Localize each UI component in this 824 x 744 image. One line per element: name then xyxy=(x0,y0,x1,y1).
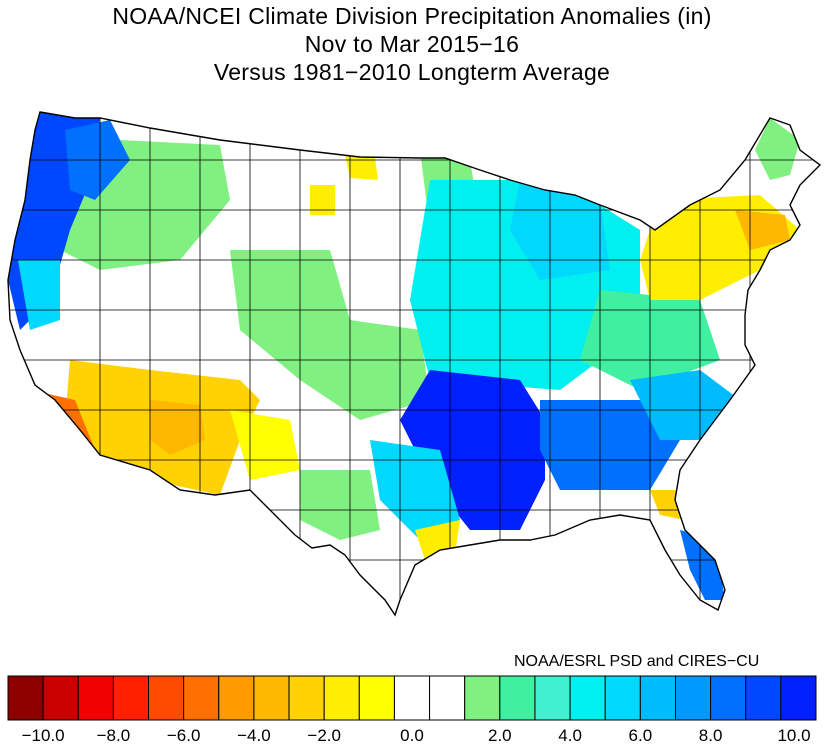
region-southern-new-england xyxy=(735,210,790,250)
colorbar-swatch xyxy=(183,675,220,721)
colorbar-swatch xyxy=(604,675,641,721)
region-montana-se xyxy=(310,185,335,215)
colorbar-swatch xyxy=(674,675,712,721)
region-east-texas xyxy=(370,440,460,540)
colorbar-swatch xyxy=(393,675,431,721)
map-period: Nov to Mar 2015−16 xyxy=(304,31,520,57)
colorbar-swatch xyxy=(569,675,606,721)
colorbar-swatch xyxy=(639,675,676,721)
colorbar-swatch xyxy=(112,675,150,721)
colorbar-swatch xyxy=(429,675,466,721)
colorbar-swatch xyxy=(534,675,571,721)
colorbar-tick-label: 6.0 xyxy=(629,726,653,744)
colorbar-swatch xyxy=(148,675,185,721)
colorbar-tick-label: 8.0 xyxy=(699,726,723,744)
colorbar-tick-label: 4.0 xyxy=(558,726,582,744)
colorbar-swatch xyxy=(323,675,360,721)
region-great-lakes xyxy=(510,180,610,280)
colorbar-swatch xyxy=(42,675,79,721)
region-northern-california xyxy=(18,260,60,330)
region-maine xyxy=(755,118,800,180)
region-central-texas xyxy=(300,470,380,540)
division-boundaries xyxy=(8,112,820,615)
colorbar-tick-label: 2.0 xyxy=(488,726,512,744)
credit-text: NOAA/ESRL PSD and CIRES−CU xyxy=(514,653,760,670)
colorbar-tick-label: −10.0 xyxy=(22,726,65,744)
us-climate-division-map xyxy=(7,111,821,616)
region-new-mexico-east xyxy=(230,410,300,480)
colorbar-tick-label: −6.0 xyxy=(167,726,201,744)
region-southeast-interior xyxy=(540,400,680,490)
region-central-arizona xyxy=(150,400,205,455)
colorbar-tick-label: −4.0 xyxy=(237,726,271,744)
map-subtitle: Versus 1981−2010 Longterm Average xyxy=(213,59,611,85)
colorbar-swatch xyxy=(7,675,44,721)
colorbar-tick-label: −8.0 xyxy=(97,726,131,744)
colorbar-swatch xyxy=(780,675,817,721)
map-title: NOAA/NCEI Climate Division Precipitation… xyxy=(112,3,712,29)
region-central-plains xyxy=(230,250,430,420)
colorbar-swatch xyxy=(745,675,782,721)
colorbar-swatch xyxy=(288,675,325,721)
colorbar-tick-label: 0.0 xyxy=(400,726,424,744)
colorbar-swatch xyxy=(358,675,395,721)
colorbar-swatch xyxy=(499,675,536,721)
colorbar-swatch xyxy=(253,675,290,721)
colorbar-swatch xyxy=(218,675,255,721)
colorbar-tick-label: 10.0 xyxy=(777,726,810,744)
region-north-dakota-ne xyxy=(345,155,378,180)
colorbar-swatch xyxy=(710,675,747,721)
colorbar-swatch xyxy=(77,675,114,721)
colorbar-swatch xyxy=(464,675,501,721)
colorbar-tick-label: −2.0 xyxy=(307,726,341,744)
